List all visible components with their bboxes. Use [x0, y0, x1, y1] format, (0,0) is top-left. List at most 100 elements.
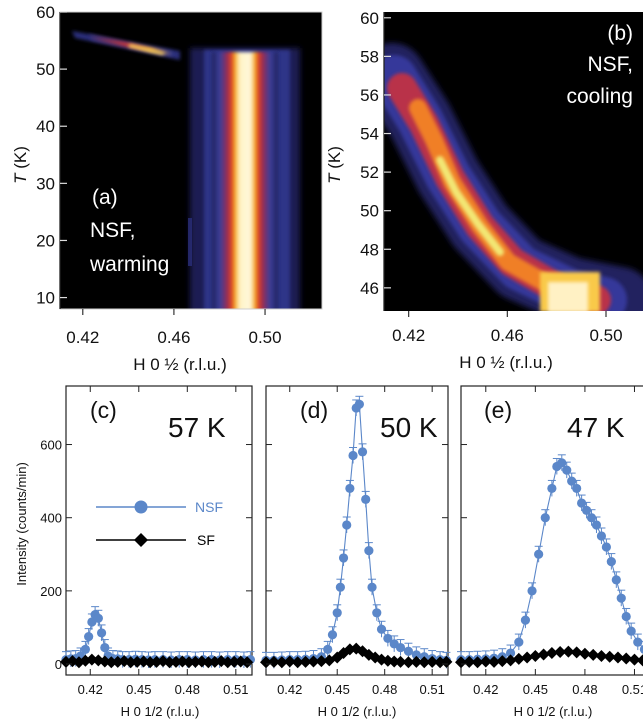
sf-data-point: [620, 652, 633, 665]
sf-data-point: [131, 655, 144, 668]
panel-b-commensurate-core: [548, 282, 588, 311]
y-tick-label: 20: [36, 231, 55, 250]
sf-data-point: [105, 656, 118, 669]
x-tick-label: 0.48: [175, 682, 200, 697]
sf-data-point: [529, 649, 542, 662]
sf-data-point: [479, 655, 492, 668]
x-tick-label: 0.51: [420, 682, 445, 697]
sf-data-point: [636, 654, 643, 667]
x-tick-label: 0.50: [248, 328, 281, 347]
nsf-data-point: [93, 613, 103, 623]
panel-a-streak-core: [128, 44, 166, 55]
sf-data-point: [275, 656, 288, 669]
nsf-data-point: [323, 644, 333, 654]
x-tick-label: 0.45: [523, 682, 548, 697]
y-tick-label: 200: [40, 584, 62, 599]
nsf-data-point: [345, 483, 355, 494]
nsf-data-point: [364, 546, 374, 556]
y-tick-label: 10: [36, 289, 55, 308]
x-tick-label: 0.48: [372, 682, 397, 697]
panel-d-data: [260, 395, 453, 669]
panel-a-faint-streak: [188, 218, 192, 266]
nsf-data-point: [348, 450, 358, 461]
panel-a: 10 20 30 40 50 60 0.42 0.46 0.50 (a) NSF, warmi…: [11, 3, 323, 374]
panel-c-y-axis-label: Intensity (counts/min): [14, 462, 29, 586]
nsf-data-point: [96, 628, 107, 638]
nsf-data-point: [367, 582, 377, 592]
legend-nsf-label: NSF: [195, 499, 223, 515]
sf-data-point: [537, 648, 550, 661]
nsf-data-point: [621, 611, 631, 622]
nsf-data-point: [411, 650, 421, 660]
panel-a-x-ticks: 0.42 0.46 0.50: [66, 309, 282, 347]
sf-data-point: [182, 656, 195, 669]
nsf-data-point: [80, 644, 91, 654]
panel-d-label: (d): [300, 397, 328, 423]
panel-b: 46 48 50 52 54 56 58 60 0.42 0.46 0.50 (b) NSF, c…: [325, 9, 643, 372]
x-tick-label: 0.42: [66, 328, 99, 347]
y-tick-label: 0: [55, 657, 62, 672]
x-tick-label: 0.51: [223, 682, 248, 697]
legend-nsf-marker: [134, 500, 148, 514]
panel-b-y-axis-symbol: T: [325, 172, 344, 184]
panel-d-frame: [265, 385, 449, 676]
legend-sf-label: SF: [197, 532, 215, 548]
y-tick-label: 400: [40, 511, 62, 526]
y-tick-label: 60: [360, 9, 379, 28]
panel-c-x-axis-label: H 0 1/2 (r.l.u.): [121, 704, 200, 719]
panel-b-y-axis-unit: (K): [325, 146, 344, 173]
sf-data-point: [595, 649, 608, 662]
sf-data-point: [163, 656, 176, 669]
nsf-data-point: [633, 637, 643, 647]
panel-d-x-axis-label: H 0 1/2 (r.l.u.): [318, 704, 397, 719]
x-tick-label: 0.42: [392, 326, 425, 345]
nsf-data-point: [616, 593, 626, 603]
sf-data-point: [299, 655, 312, 668]
sf-data-point: [402, 656, 415, 669]
sf-data-point: [455, 656, 467, 669]
nsf-data-point: [639, 645, 643, 654]
x-tick-label: 0.46: [157, 328, 190, 347]
panel-b-y-ticks: 46 48 50 52 54 56 58 60: [360, 9, 391, 298]
sf-data-point: [169, 655, 182, 668]
sf-data-point: [471, 656, 484, 669]
sf-data-point: [260, 656, 272, 669]
panel-b-annotation-line1: NSF,: [587, 53, 633, 76]
x-tick-label: 0.42: [78, 682, 103, 697]
sf-data-point: [267, 655, 280, 668]
nsf-data-point: [534, 549, 544, 559]
nsf-data-point: [611, 575, 621, 585]
nsf-data-point: [520, 615, 531, 625]
sf-data-point: [394, 655, 407, 668]
panel-e-data: [455, 454, 643, 669]
y-tick-label: 46: [360, 279, 379, 298]
panel-a-x-axis-label: H 0 ½ (r.l.u.): [133, 355, 227, 374]
panel-b-ridge-core: [436, 156, 504, 256]
nsf-data-point: [357, 447, 368, 457]
y-tick-label: 54: [360, 125, 379, 144]
panel-a-y-axis-label: T (K): [11, 146, 30, 184]
sf-data-point: [291, 656, 304, 669]
sf-data-point: [587, 648, 600, 661]
nsf-data-point: [577, 498, 587, 508]
nsf-data-point: [332, 608, 342, 618]
nsf-data-point: [354, 399, 364, 409]
x-tick-label: 0.46: [491, 326, 524, 345]
nsf-data-point: [376, 624, 387, 634]
nsf-data-point: [606, 556, 616, 567]
sf-data-point: [307, 655, 320, 668]
panel-d-ticks: 0.42 0.45 0.48 0.51: [266, 386, 448, 697]
sf-data-point: [496, 655, 509, 668]
panel-d-temperature: 50 K: [380, 412, 438, 443]
y-tick-label: 60: [36, 3, 55, 22]
panel-d: 0.42 0.45 0.48 0.51 (d) 50 K H 0 1/2 (r.l.u…: [260, 385, 453, 719]
nsf-data-point: [547, 483, 557, 494]
x-tick-label: 0.48: [572, 682, 597, 697]
panel-a-annotation-line2: warming: [89, 253, 169, 276]
y-tick-label: 50: [360, 202, 379, 221]
y-tick-label: 58: [360, 47, 379, 66]
panel-a-label: (a): [92, 186, 118, 209]
nsf-data-point: [342, 520, 352, 530]
sf-data-point: [488, 655, 501, 668]
